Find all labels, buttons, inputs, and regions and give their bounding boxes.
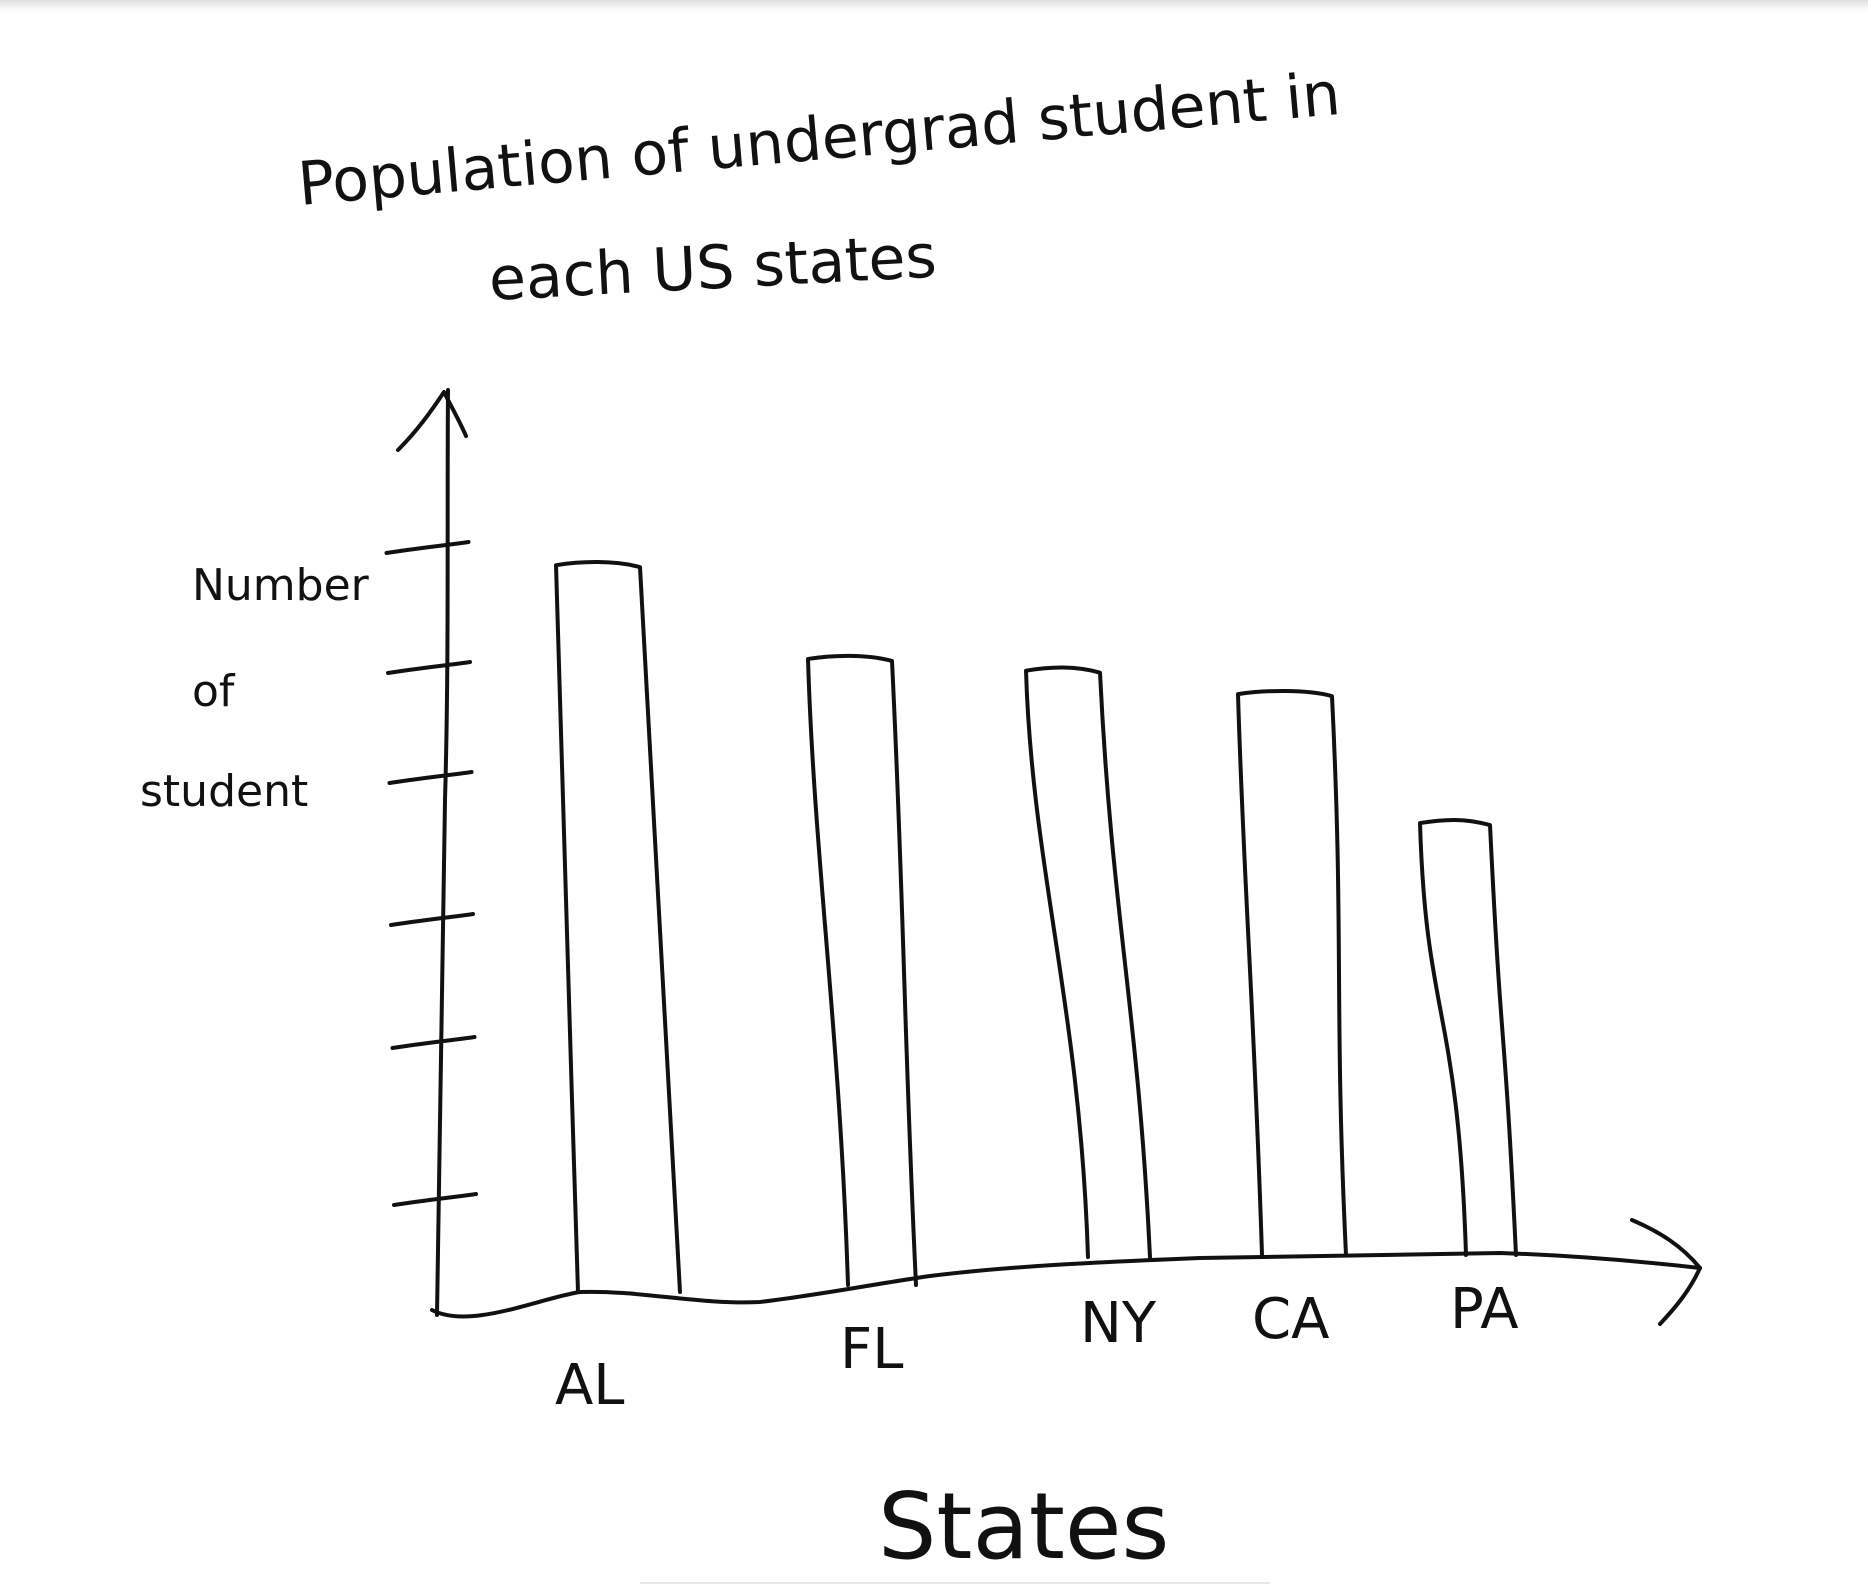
top-edge-shadow [0,0,1868,14]
bar-ca [1236,688,1348,1257]
y-axis-tick [389,912,475,927]
chart-title-line-2: each US states [487,222,938,315]
x-axis-line [430,1251,1702,1319]
y-axis-label-line-3: student [140,766,308,817]
x-tick-label-ny: NY [1080,1291,1157,1356]
x-tick-label-pa: PA [1450,1277,1519,1342]
bottom-edge-line [640,1582,1270,1584]
y-axis-label-line-2: of [192,666,236,717]
x-tick-label-fl: FL [840,1317,903,1382]
y-axis-tick [390,1035,477,1050]
bar-fl [806,653,918,1287]
x-tick-label-al: AL [555,1353,625,1418]
x-tick-label-ca: CA [1252,1287,1329,1352]
bar-pa [1418,817,1518,1257]
x-axis-arrowhead [1630,1218,1702,1326]
y-axis-tick [386,660,472,675]
x-axis-tick-labels: AL FL NY CA PA [555,1277,1519,1418]
bar-al [554,560,682,1294]
y-axis-line [435,388,450,1317]
bar-ny [1024,665,1152,1259]
y-axis-label-line-1: Number [192,560,370,611]
chart-title-line-1: Population of undergrad student in [295,59,1343,220]
y-axis-tick [392,1192,478,1207]
y-axis-tick [384,540,471,555]
y-axis-ticks [384,540,478,1207]
x-axis-label: States [878,1473,1169,1580]
y-axis-tick [387,770,474,785]
bars-group [554,560,1518,1294]
y-axis-arrowhead [396,390,468,452]
